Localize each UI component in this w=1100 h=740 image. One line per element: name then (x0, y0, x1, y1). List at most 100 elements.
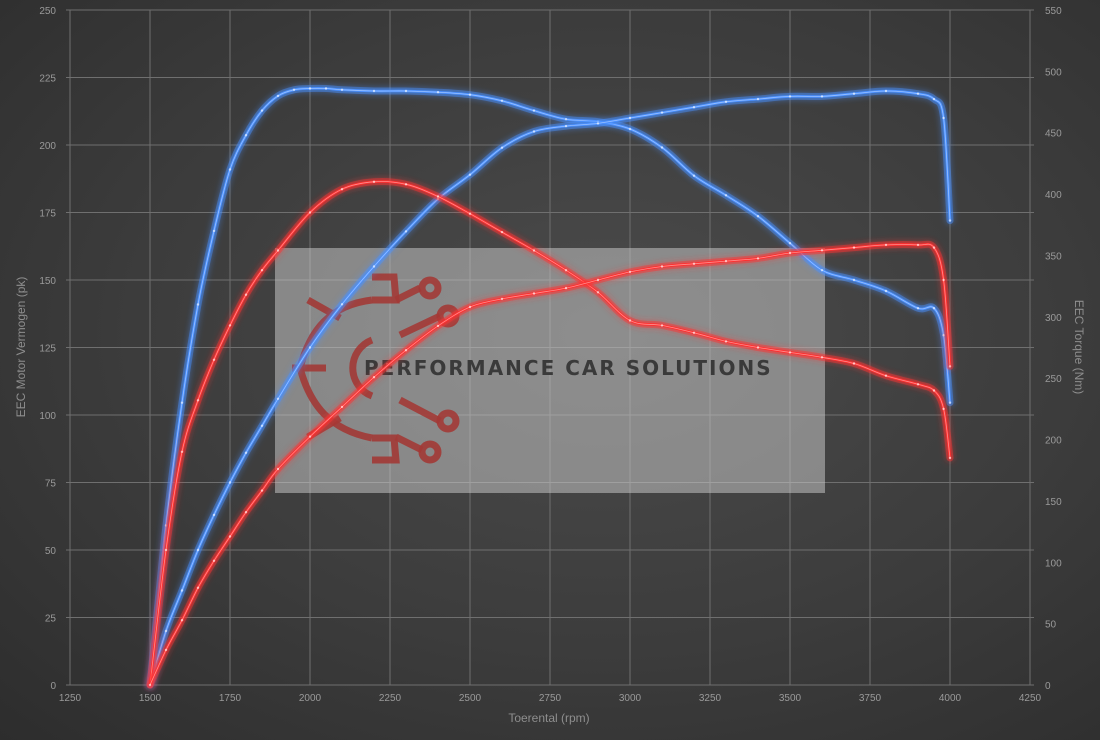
series-point (660, 324, 664, 327)
y-tick-label-right: 450 (1045, 129, 1062, 140)
y-tick-label-left: 150 (39, 276, 56, 287)
y-tick-label-right: 300 (1045, 313, 1062, 324)
series-point (468, 173, 472, 176)
series-1-power (146, 87, 954, 689)
series-point (276, 467, 280, 471)
y-tick-label-left: 0 (50, 681, 56, 692)
series-point (788, 251, 792, 255)
series-point (724, 100, 728, 104)
series-point (532, 130, 536, 133)
series-point (228, 168, 232, 171)
series-point (308, 435, 312, 438)
watermark-text: PERFORMANCE CAR SOLUTIONS (364, 356, 773, 380)
series-point (196, 548, 200, 552)
series-point (372, 376, 376, 379)
series-point (916, 243, 920, 247)
series-point (884, 289, 888, 293)
series-point (436, 324, 440, 328)
series-point (756, 257, 760, 260)
series-point (820, 356, 824, 359)
series-point (196, 303, 200, 306)
x-tick-label: 4000 (939, 693, 962, 704)
series-point (436, 195, 440, 198)
y-tick-label-right: 0 (1045, 681, 1051, 692)
y-tick-label-right: 400 (1045, 190, 1062, 201)
x-tick-label: 1750 (219, 693, 242, 704)
series-point (596, 278, 600, 282)
series-point (948, 219, 952, 222)
series-point (244, 293, 248, 296)
series-point (276, 94, 280, 98)
series-point (564, 269, 568, 272)
series-point (942, 278, 945, 282)
series-point (180, 589, 184, 592)
series-point (212, 513, 216, 517)
series-point (500, 230, 504, 234)
series-point (148, 683, 152, 687)
series-point (276, 249, 280, 252)
series-point (628, 270, 632, 274)
x-tick-label: 2500 (459, 693, 482, 704)
series-point (932, 246, 936, 249)
series-point (292, 88, 296, 92)
series-point (660, 111, 664, 114)
series-point (228, 481, 232, 484)
series-point (852, 278, 856, 282)
tick-labels: 1250 1500 1750 2000 2250 2500 2750 3000 3250 3500… (39, 6, 1062, 704)
x-tick-label: 1250 (59, 693, 82, 704)
y-tick-label-left: 125 (39, 344, 56, 355)
series-point (948, 456, 952, 460)
series-point (244, 511, 248, 514)
series-point (596, 122, 600, 125)
series-point (916, 307, 920, 310)
series-point (468, 212, 472, 215)
series-point (260, 109, 264, 112)
series-point (324, 87, 328, 90)
series-point (852, 92, 856, 95)
series-point (404, 89, 408, 93)
series-point (564, 118, 568, 121)
series-line-highlight (149, 181, 951, 686)
series-point (852, 246, 856, 249)
y-tick-label-right: 350 (1045, 251, 1062, 262)
series-point (372, 265, 376, 268)
y-tick-label-left: 250 (39, 6, 56, 17)
y-tick-label-left: 75 (45, 479, 57, 490)
series-point (404, 230, 408, 233)
series-2-torque (146, 178, 954, 689)
series-point (164, 548, 168, 552)
series-point (164, 648, 168, 652)
series-point (756, 215, 760, 218)
x-tick-label: 3250 (699, 693, 722, 704)
series-point (948, 365, 952, 368)
series-point (244, 451, 248, 454)
series-point (564, 286, 568, 290)
series-point (532, 292, 536, 295)
series-point (932, 97, 936, 101)
series-point (916, 92, 920, 95)
series-point (692, 262, 696, 265)
series-point (340, 188, 344, 191)
series-point (564, 124, 568, 128)
series-point (164, 629, 168, 633)
series-point (276, 397, 280, 400)
series-point (500, 99, 504, 103)
x-tick-label: 2250 (379, 693, 402, 704)
series-point (756, 97, 760, 101)
x-tick-label: 3750 (859, 693, 882, 704)
series-point (820, 249, 824, 252)
x-axis-title: Toerental (rpm) (508, 711, 589, 725)
series-point (820, 95, 824, 98)
series-point (532, 109, 536, 112)
x-tick-label: 2000 (299, 693, 322, 704)
series-point (884, 89, 888, 93)
series-point (372, 180, 376, 183)
series-point (942, 334, 945, 337)
series-point (884, 243, 888, 247)
series-point (692, 106, 696, 109)
series-point (628, 116, 632, 120)
x-tick-label: 1500 (139, 693, 162, 704)
series-point (916, 383, 920, 386)
y-tick-label-right: 150 (1045, 497, 1062, 508)
